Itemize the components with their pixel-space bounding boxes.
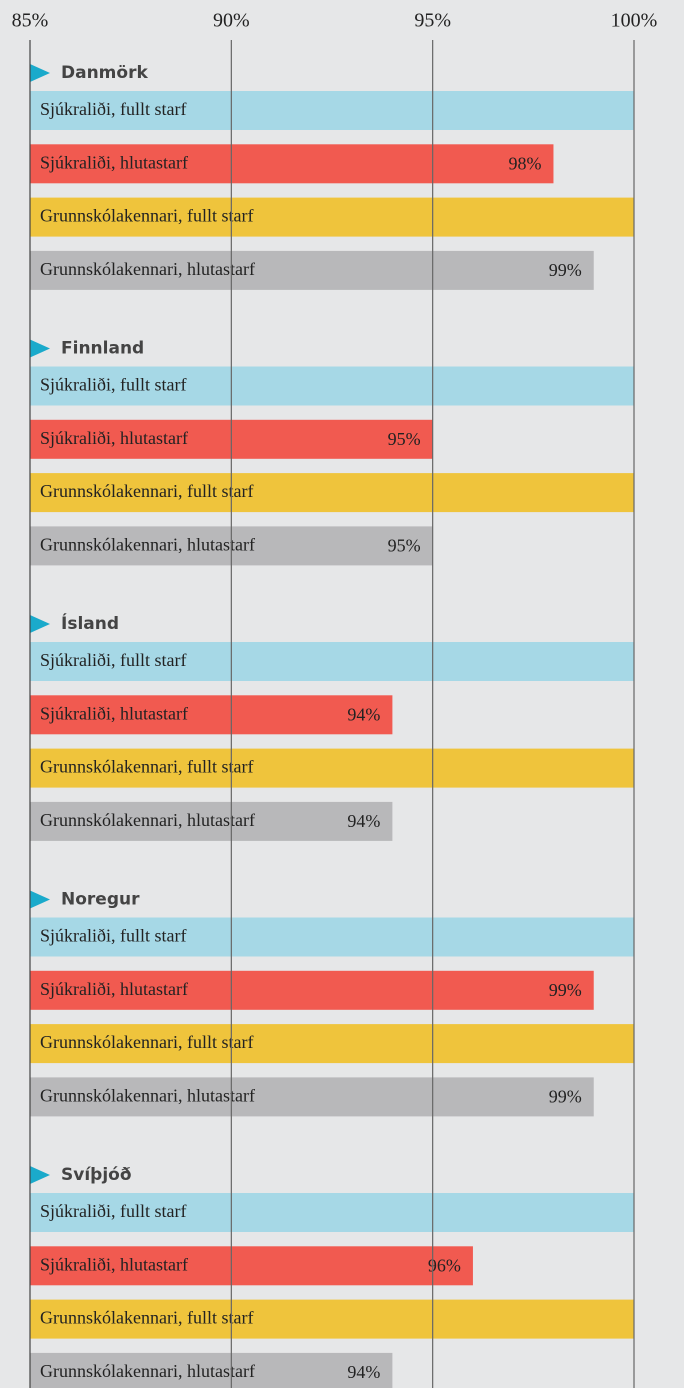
bar (30, 250, 594, 290)
bar-category: Grunnskólakennari, fullt starf (40, 757, 253, 777)
bar-category: Sjúkraliði, hlutastarf (40, 428, 188, 448)
bar (30, 473, 634, 513)
bar (30, 1077, 594, 1117)
value-label: 95% (388, 429, 421, 449)
bar (30, 91, 634, 130)
bar (30, 695, 393, 735)
bar (30, 801, 393, 841)
bar-category: Grunnskólakennari, hlutastarf (40, 810, 255, 830)
group-marker (30, 339, 50, 358)
group-marker (30, 615, 50, 633)
bar (30, 1246, 473, 1286)
value-label: 94% (347, 1362, 380, 1382)
value-label: 99% (549, 260, 582, 280)
bar (30, 970, 594, 1010)
group-marker (30, 1166, 50, 1184)
bar-category: Grunnskólakennari, hlutastarf (40, 1361, 255, 1381)
bar-category: Grunnskólakennari, fullt starf (40, 206, 253, 226)
bar-category: Sjúkraliði, hlutastarf (40, 1254, 188, 1274)
value-label: 99% (549, 1087, 582, 1107)
group-label: Ísland (61, 612, 119, 634)
bar (30, 917, 634, 957)
bar-category: Sjúkraliði, fullt starf (40, 99, 186, 119)
value-label: 94% (347, 811, 380, 831)
bar (30, 144, 554, 184)
group-label: Danmörk (61, 63, 148, 83)
bar (30, 1352, 393, 1388)
x-tick-label: 100% (611, 10, 658, 32)
bar-category: Grunnskólakennari, fullt starf (40, 481, 253, 501)
bar (30, 197, 634, 237)
bar-category: Sjúkraliði, fullt starf (40, 1201, 186, 1221)
x-tick-label: 90% (213, 10, 250, 32)
bar-category: Grunnskólakennari, hlutastarf (40, 535, 255, 555)
value-label: 95% (388, 536, 421, 556)
bar-category: Sjúkraliði, hlutastarf (40, 703, 188, 723)
bar (30, 642, 634, 681)
bar (30, 1193, 634, 1232)
bar-category: Sjúkraliði, hlutastarf (40, 979, 188, 999)
group-marker (30, 890, 50, 909)
value-label: 96% (428, 1255, 461, 1275)
bar-category: Grunnskólakennari, fullt starf (40, 1032, 253, 1052)
bar (30, 366, 634, 406)
bar-category: Grunnskólakennari, hlutastarf (40, 259, 255, 279)
bar-category: Sjúkraliði, fullt starf (40, 375, 186, 395)
group-marker (30, 64, 50, 82)
bar (30, 1299, 634, 1339)
x-tick-label: 95% (414, 10, 451, 32)
bar (30, 1024, 634, 1064)
x-tick-label: 85% (12, 10, 49, 32)
bar (30, 748, 634, 788)
bar-category: Sjúkraliði, fullt starf (40, 926, 186, 946)
bar-category: Sjúkraliði, fullt starf (40, 650, 186, 670)
value-label: 99% (549, 980, 582, 1000)
bar-category: Grunnskólakennari, hlutastarf (40, 1086, 255, 1106)
group-label: Noregur (61, 890, 140, 910)
value-label: 94% (347, 704, 380, 724)
bar-category: Sjúkraliði, hlutastarf (40, 152, 188, 172)
group-label: Svíþjóð (61, 1165, 132, 1185)
bar-category: Grunnskólakennari, fullt starf (40, 1308, 253, 1328)
group-label: Finnland (61, 339, 144, 359)
value-label: 98% (508, 153, 541, 173)
